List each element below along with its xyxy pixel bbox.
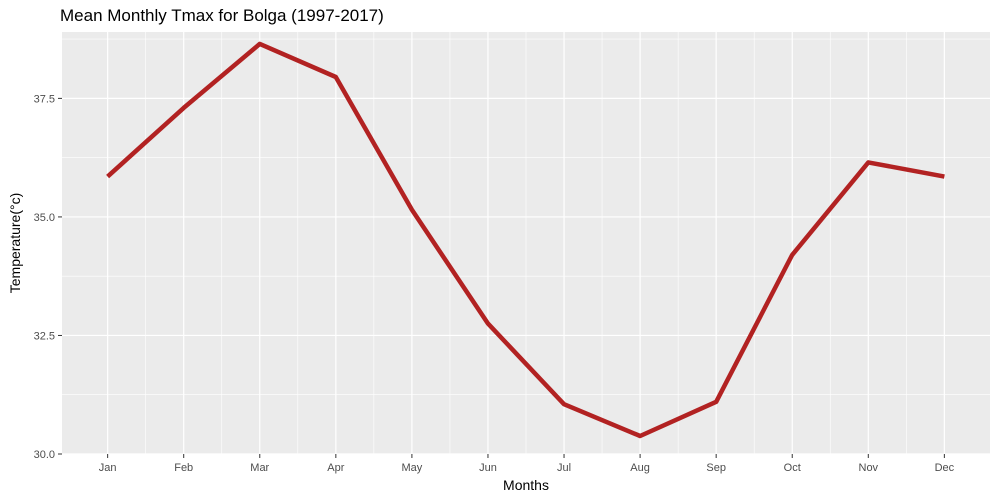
y-axis-title: Temperature(°c) bbox=[7, 193, 23, 294]
y-tick-label: 37.5 bbox=[34, 93, 55, 105]
x-tick-label: Oct bbox=[784, 462, 801, 474]
major-grid bbox=[62, 32, 990, 455]
series-line bbox=[106, 41, 945, 439]
x-tick-label: Nov bbox=[859, 462, 879, 474]
x-tick-label: Apr bbox=[327, 462, 344, 474]
x-tick-label: Jan bbox=[99, 462, 117, 474]
x-axis-title: Months bbox=[503, 477, 549, 493]
x-tick-label: Dec bbox=[935, 462, 955, 474]
y-tick-label: 35.0 bbox=[34, 212, 55, 224]
series-layer bbox=[106, 41, 945, 439]
chart-title: Mean Monthly Tmax for Bolga (1997-2017) bbox=[60, 6, 384, 25]
minor-grid bbox=[62, 32, 990, 454]
y-axis: 30.0 32.5 35.0 37.5 bbox=[34, 93, 62, 461]
x-tick-label: Feb bbox=[174, 462, 193, 474]
x-tick-label: Sep bbox=[706, 462, 726, 474]
x-tick-label: Mar bbox=[250, 462, 269, 474]
x-tick-label: Aug bbox=[630, 462, 650, 474]
y-tick-label: 30.0 bbox=[34, 449, 55, 461]
x-axis: Jan Feb Mar Apr May Jun Jul Aug Sep Oct Nov Dec bbox=[99, 454, 955, 474]
x-tick-label: Jun bbox=[479, 462, 497, 474]
y-tick-label: 32.5 bbox=[34, 330, 55, 342]
x-tick-label: Jul bbox=[557, 462, 571, 474]
x-tick-label: May bbox=[402, 462, 423, 474]
